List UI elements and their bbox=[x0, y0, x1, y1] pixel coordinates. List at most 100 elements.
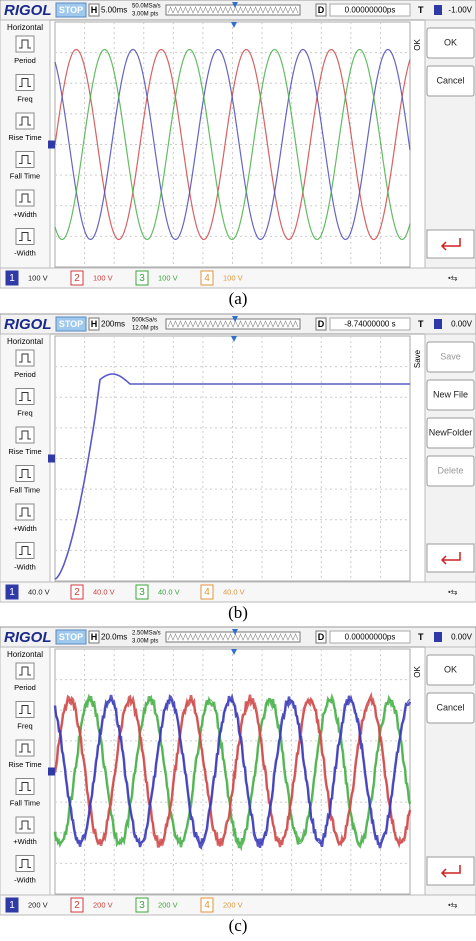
trigger-level: -1.00V bbox=[448, 6, 472, 15]
trigger-source bbox=[434, 319, 442, 329]
channel-scale[interactable]: 100 V bbox=[93, 273, 113, 282]
channel-scale[interactable]: 200 V bbox=[93, 900, 113, 909]
menu-item[interactable]: +Width bbox=[13, 524, 37, 533]
menu-header: Horizontal bbox=[7, 650, 43, 659]
menu-icon[interactable] bbox=[16, 663, 34, 679]
channel-scale[interactable]: 200 V bbox=[158, 900, 178, 909]
menu-item[interactable]: -Width bbox=[14, 248, 36, 257]
menu-item[interactable]: Rise Time bbox=[8, 447, 41, 456]
menu-item[interactable]: Period bbox=[14, 56, 36, 65]
channel-scale[interactable]: 40.0 V bbox=[93, 587, 115, 596]
channel-scale[interactable]: 100 V bbox=[158, 273, 178, 282]
menu-item[interactable]: Period bbox=[14, 683, 36, 692]
menu-item[interactable]: -Width bbox=[14, 562, 36, 571]
channel-number[interactable]: 2 bbox=[74, 587, 80, 598]
menu-icon[interactable] bbox=[16, 229, 34, 245]
menu-button-label[interactable]: OK bbox=[444, 664, 457, 674]
sample-rate: 50.0MSa/s bbox=[132, 4, 161, 10]
ch1-offset-marker bbox=[48, 141, 55, 149]
menu-icon[interactable] bbox=[16, 113, 34, 129]
channel-number[interactable]: 1 bbox=[9, 273, 15, 284]
menu-icon[interactable] bbox=[16, 389, 34, 405]
menu-item[interactable]: Fall Time bbox=[10, 485, 40, 494]
channel-scale[interactable]: 200 V bbox=[223, 900, 243, 909]
menu-button-label[interactable]: New File bbox=[433, 389, 468, 399]
menu-icon[interactable] bbox=[16, 702, 34, 718]
channel-scale[interactable]: 100 V bbox=[223, 273, 243, 282]
t-label: T bbox=[418, 632, 424, 642]
right-tab: OK bbox=[413, 666, 422, 678]
menu-button-label[interactable]: Delete bbox=[437, 465, 463, 475]
d-label: D bbox=[318, 632, 325, 642]
menu-button-label[interactable]: Save bbox=[440, 351, 461, 361]
t-label: T bbox=[418, 5, 424, 15]
menu-icon[interactable] bbox=[16, 75, 34, 91]
menu-item[interactable]: Fall Time bbox=[10, 798, 40, 807]
h-label: H bbox=[91, 5, 98, 15]
channel-scale[interactable]: 100 V bbox=[28, 273, 48, 282]
channel-number[interactable]: 3 bbox=[139, 273, 145, 284]
caption: (b) bbox=[228, 603, 248, 622]
trigger-source bbox=[434, 5, 442, 15]
menu-icon[interactable] bbox=[16, 817, 34, 833]
menu-icon[interactable] bbox=[16, 740, 34, 756]
menu-icon[interactable] bbox=[16, 350, 34, 366]
delay: 0.00000000ps bbox=[345, 6, 396, 15]
menu-button-label[interactable]: Cancel bbox=[436, 702, 464, 712]
channel-number[interactable]: 4 bbox=[204, 587, 210, 598]
menu-icon[interactable] bbox=[16, 466, 34, 482]
menu-button-label[interactable]: NewFolder bbox=[429, 427, 473, 437]
menu-icon[interactable] bbox=[16, 779, 34, 795]
channel-number[interactable]: 3 bbox=[139, 587, 145, 598]
sample-rate: 2.50MSa/s bbox=[132, 631, 161, 637]
return-button[interactable] bbox=[427, 857, 474, 885]
menu-item[interactable]: Fall Time bbox=[10, 171, 40, 180]
menu-header: Horizontal bbox=[7, 337, 43, 346]
menu-item[interactable]: Freq bbox=[17, 408, 32, 417]
menu-item[interactable]: Freq bbox=[17, 94, 32, 103]
menu-item[interactable]: Period bbox=[14, 370, 36, 379]
t-label: T bbox=[418, 319, 424, 329]
menu-item[interactable]: +Width bbox=[13, 837, 37, 846]
menu-item[interactable]: -Width bbox=[14, 875, 36, 884]
brand: RIGOL bbox=[4, 2, 52, 19]
menu-item[interactable]: Rise Time bbox=[8, 133, 41, 142]
channel-scale[interactable]: 40.0 V bbox=[223, 587, 245, 596]
timebase: 20.0ms bbox=[101, 633, 127, 642]
menu-icon[interactable] bbox=[16, 504, 34, 520]
channel-number[interactable]: 2 bbox=[74, 273, 80, 284]
ch1-offset-marker bbox=[48, 455, 55, 463]
return-button[interactable] bbox=[427, 544, 474, 572]
menu-icon[interactable] bbox=[16, 152, 34, 168]
channel-number[interactable]: 4 bbox=[204, 900, 210, 911]
channel-number[interactable]: 1 bbox=[9, 900, 15, 911]
menu-icon[interactable] bbox=[16, 190, 34, 206]
scope-panel: RIGOLSTOPH200ms500kSa/s12.0M ptsD-8.7400… bbox=[0, 314, 476, 622]
h-label: H bbox=[91, 319, 98, 329]
channel-scale[interactable]: 40.0 V bbox=[28, 587, 50, 596]
scope-panel: RIGOLSTOPH20.0ms2.50MSa/s3.00M ptsD0.000… bbox=[0, 627, 476, 935]
menu-item[interactable]: Rise Time bbox=[8, 760, 41, 769]
menu-icon[interactable] bbox=[16, 543, 34, 559]
channel-number[interactable]: 2 bbox=[74, 900, 80, 911]
channel-number[interactable]: 1 bbox=[9, 587, 15, 598]
menu-button-label[interactable]: OK bbox=[444, 37, 457, 47]
menu-item[interactable]: +Width bbox=[13, 210, 37, 219]
return-button[interactable] bbox=[427, 230, 474, 258]
trigger-source bbox=[434, 632, 442, 642]
channel-number[interactable]: 4 bbox=[204, 273, 210, 284]
status: STOP bbox=[59, 319, 83, 329]
menu-button-label[interactable]: Cancel bbox=[436, 75, 464, 85]
channel-scale[interactable]: 40.0 V bbox=[158, 587, 180, 596]
menu-icon[interactable] bbox=[16, 427, 34, 443]
channel-number[interactable]: 3 bbox=[139, 900, 145, 911]
menu-icon[interactable] bbox=[16, 36, 34, 52]
channel-scale[interactable]: 200 V bbox=[28, 900, 48, 909]
points: 12.0M pts bbox=[132, 326, 158, 332]
usb-icon: •⇆ bbox=[448, 274, 458, 283]
right-tab: Save bbox=[413, 349, 422, 368]
delay: 0.00000000ps bbox=[345, 633, 396, 642]
usb-icon: •⇆ bbox=[448, 588, 458, 597]
menu-icon[interactable] bbox=[16, 856, 34, 872]
menu-item[interactable]: Freq bbox=[17, 721, 32, 730]
